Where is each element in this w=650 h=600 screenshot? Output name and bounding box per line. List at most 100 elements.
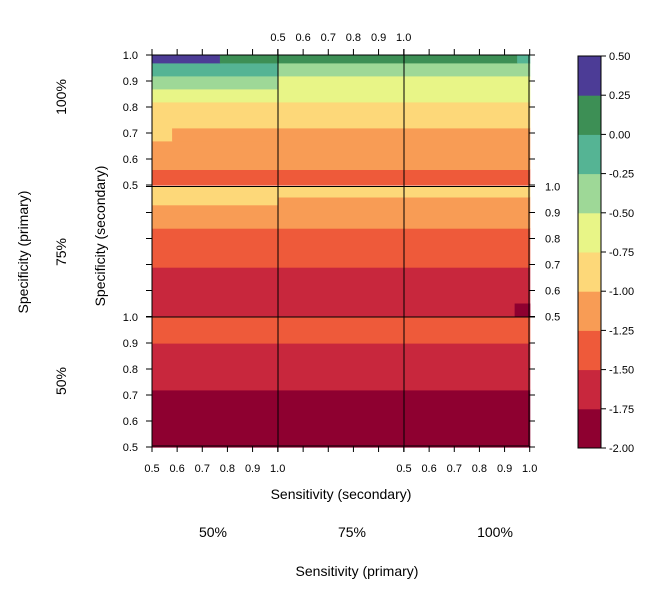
heatmap-cell xyxy=(152,343,279,391)
heatmap-cell xyxy=(152,101,279,129)
plot-frame xyxy=(151,54,530,447)
colorbar-swatch xyxy=(578,56,601,96)
heatmap-cell xyxy=(152,62,279,77)
heatmap-cell xyxy=(152,140,279,170)
heatmap-cell xyxy=(404,389,531,448)
strip-spec-primary-50: 50% xyxy=(53,367,69,395)
heatmap-cell xyxy=(278,101,405,129)
colorbar-swatch xyxy=(578,252,601,292)
tick-label: 0.6 xyxy=(123,154,138,166)
heatmap-cell xyxy=(152,127,173,142)
tick-label: 1.0 xyxy=(123,50,138,62)
heatmap-cell xyxy=(152,267,279,318)
tick-label: 0.8 xyxy=(545,234,560,246)
heatmap-cell xyxy=(278,343,405,391)
heatmap-cell xyxy=(404,169,531,186)
strip-sens-primary-100: 100% xyxy=(477,524,513,540)
colorbar-label: -0.25 xyxy=(609,169,634,181)
heatmap-cell xyxy=(517,55,531,64)
colorbar-swatch xyxy=(578,408,601,449)
strip-sens-primary-75: 75% xyxy=(338,524,366,540)
tick-label: 0.5 xyxy=(545,312,560,324)
tick-label: 0.9 xyxy=(545,208,560,220)
heatmap-cell xyxy=(404,267,531,318)
colorbar-label: -0.50 xyxy=(609,208,634,220)
heatmap-cell xyxy=(278,169,405,186)
heatmap-cell xyxy=(152,169,279,186)
colorbar-label: -1.50 xyxy=(609,365,634,377)
heatmap-cell xyxy=(404,127,531,170)
heatmap-cell xyxy=(278,317,405,344)
outer-x-axis-title: Sensitivity (primary) xyxy=(296,563,419,579)
outer-y-axis-title: Specificity (primary) xyxy=(15,191,31,314)
heatmap-cell xyxy=(278,196,405,229)
heatmap-cell xyxy=(152,88,279,103)
tick-label: 0.6 xyxy=(421,463,436,475)
heatmap-cell xyxy=(278,389,405,448)
y-axis-title: Specificity (secondary) xyxy=(92,166,108,307)
tick-label: 0.7 xyxy=(123,390,138,402)
colorbar-swatch xyxy=(578,173,601,214)
tick-label: 1.0 xyxy=(522,463,537,475)
colorbar-swatch xyxy=(578,212,601,253)
colorbar-swatch xyxy=(578,330,601,371)
heatmap-cell xyxy=(152,186,279,206)
tick-label: 0.7 xyxy=(195,463,210,475)
tick-label: 0.9 xyxy=(371,32,386,44)
heatmap-cell xyxy=(404,228,531,268)
axis-ticks: 0.5 0.6 0.7 0.8 0.9 1.0 0.5 0.6 0.7 0.8 0.9 1.0 0.5 0… xyxy=(123,32,561,475)
tick-label: 0.5 xyxy=(144,463,159,475)
tick-label: 0.8 xyxy=(123,364,138,376)
strip-spec-primary-100: 100% xyxy=(53,79,69,115)
heatmap-cell xyxy=(219,55,279,64)
heatmap-cell xyxy=(404,317,531,344)
tick-label: 1.0 xyxy=(545,182,560,194)
tick-label: 1.0 xyxy=(396,32,411,44)
heatmap-cell xyxy=(278,267,405,318)
tick-label: 0.6 xyxy=(295,32,310,44)
tick-label: 0.8 xyxy=(123,102,138,114)
tick-label: 0.5 xyxy=(396,463,411,475)
tick-label: 0.5 xyxy=(123,180,138,192)
heatmap-cell xyxy=(152,204,279,229)
tick-label: 0.8 xyxy=(220,463,235,475)
tick-label: 1.0 xyxy=(270,463,285,475)
colorbar-label: -1.25 xyxy=(609,325,634,337)
tick-label: 0.7 xyxy=(321,32,336,44)
heatmap-cell xyxy=(152,317,279,344)
tick-label: 0.7 xyxy=(123,128,138,140)
heatmap-cell xyxy=(172,127,279,142)
tick-label: 0.9 xyxy=(497,463,512,475)
heatmap-cell xyxy=(152,389,279,448)
colorbar-label: 0.50 xyxy=(609,51,630,63)
colorbar-label: -1.00 xyxy=(609,286,634,298)
tick-label: 0.9 xyxy=(245,463,260,475)
heatmap-cell xyxy=(404,196,531,229)
colorbar-label: 0.25 xyxy=(609,90,630,102)
colorbar-swatch xyxy=(578,95,601,135)
panel-dividers xyxy=(152,55,529,446)
tick-label: 0.7 xyxy=(545,260,560,272)
heatmap-cell xyxy=(278,127,405,170)
tick-label: 0.8 xyxy=(346,32,361,44)
colorbar-label: -1.75 xyxy=(609,404,634,416)
heatmap-cell xyxy=(152,228,279,268)
colorbar-swatch xyxy=(578,369,601,410)
heatmap-cell xyxy=(404,101,531,129)
colorbar-swatch xyxy=(578,134,601,175)
tick-label: 0.5 xyxy=(123,442,138,454)
colorbar-swatch xyxy=(578,291,601,331)
x-axis-title: Sensitivity (secondary) xyxy=(271,486,412,502)
heatmap-cell xyxy=(152,75,279,90)
tick-label: 1.0 xyxy=(123,312,138,324)
heatmap-cell xyxy=(278,55,405,64)
tick-label: 0.5 xyxy=(270,32,285,44)
heatmap-cell xyxy=(404,62,531,77)
tick-label: 0.9 xyxy=(123,76,138,88)
heatmap-cell xyxy=(278,75,405,103)
heatmap-cell xyxy=(514,303,531,318)
tick-label: 0.8 xyxy=(472,463,487,475)
heatmap-cell xyxy=(404,75,531,103)
heatmap-cell xyxy=(278,62,405,77)
